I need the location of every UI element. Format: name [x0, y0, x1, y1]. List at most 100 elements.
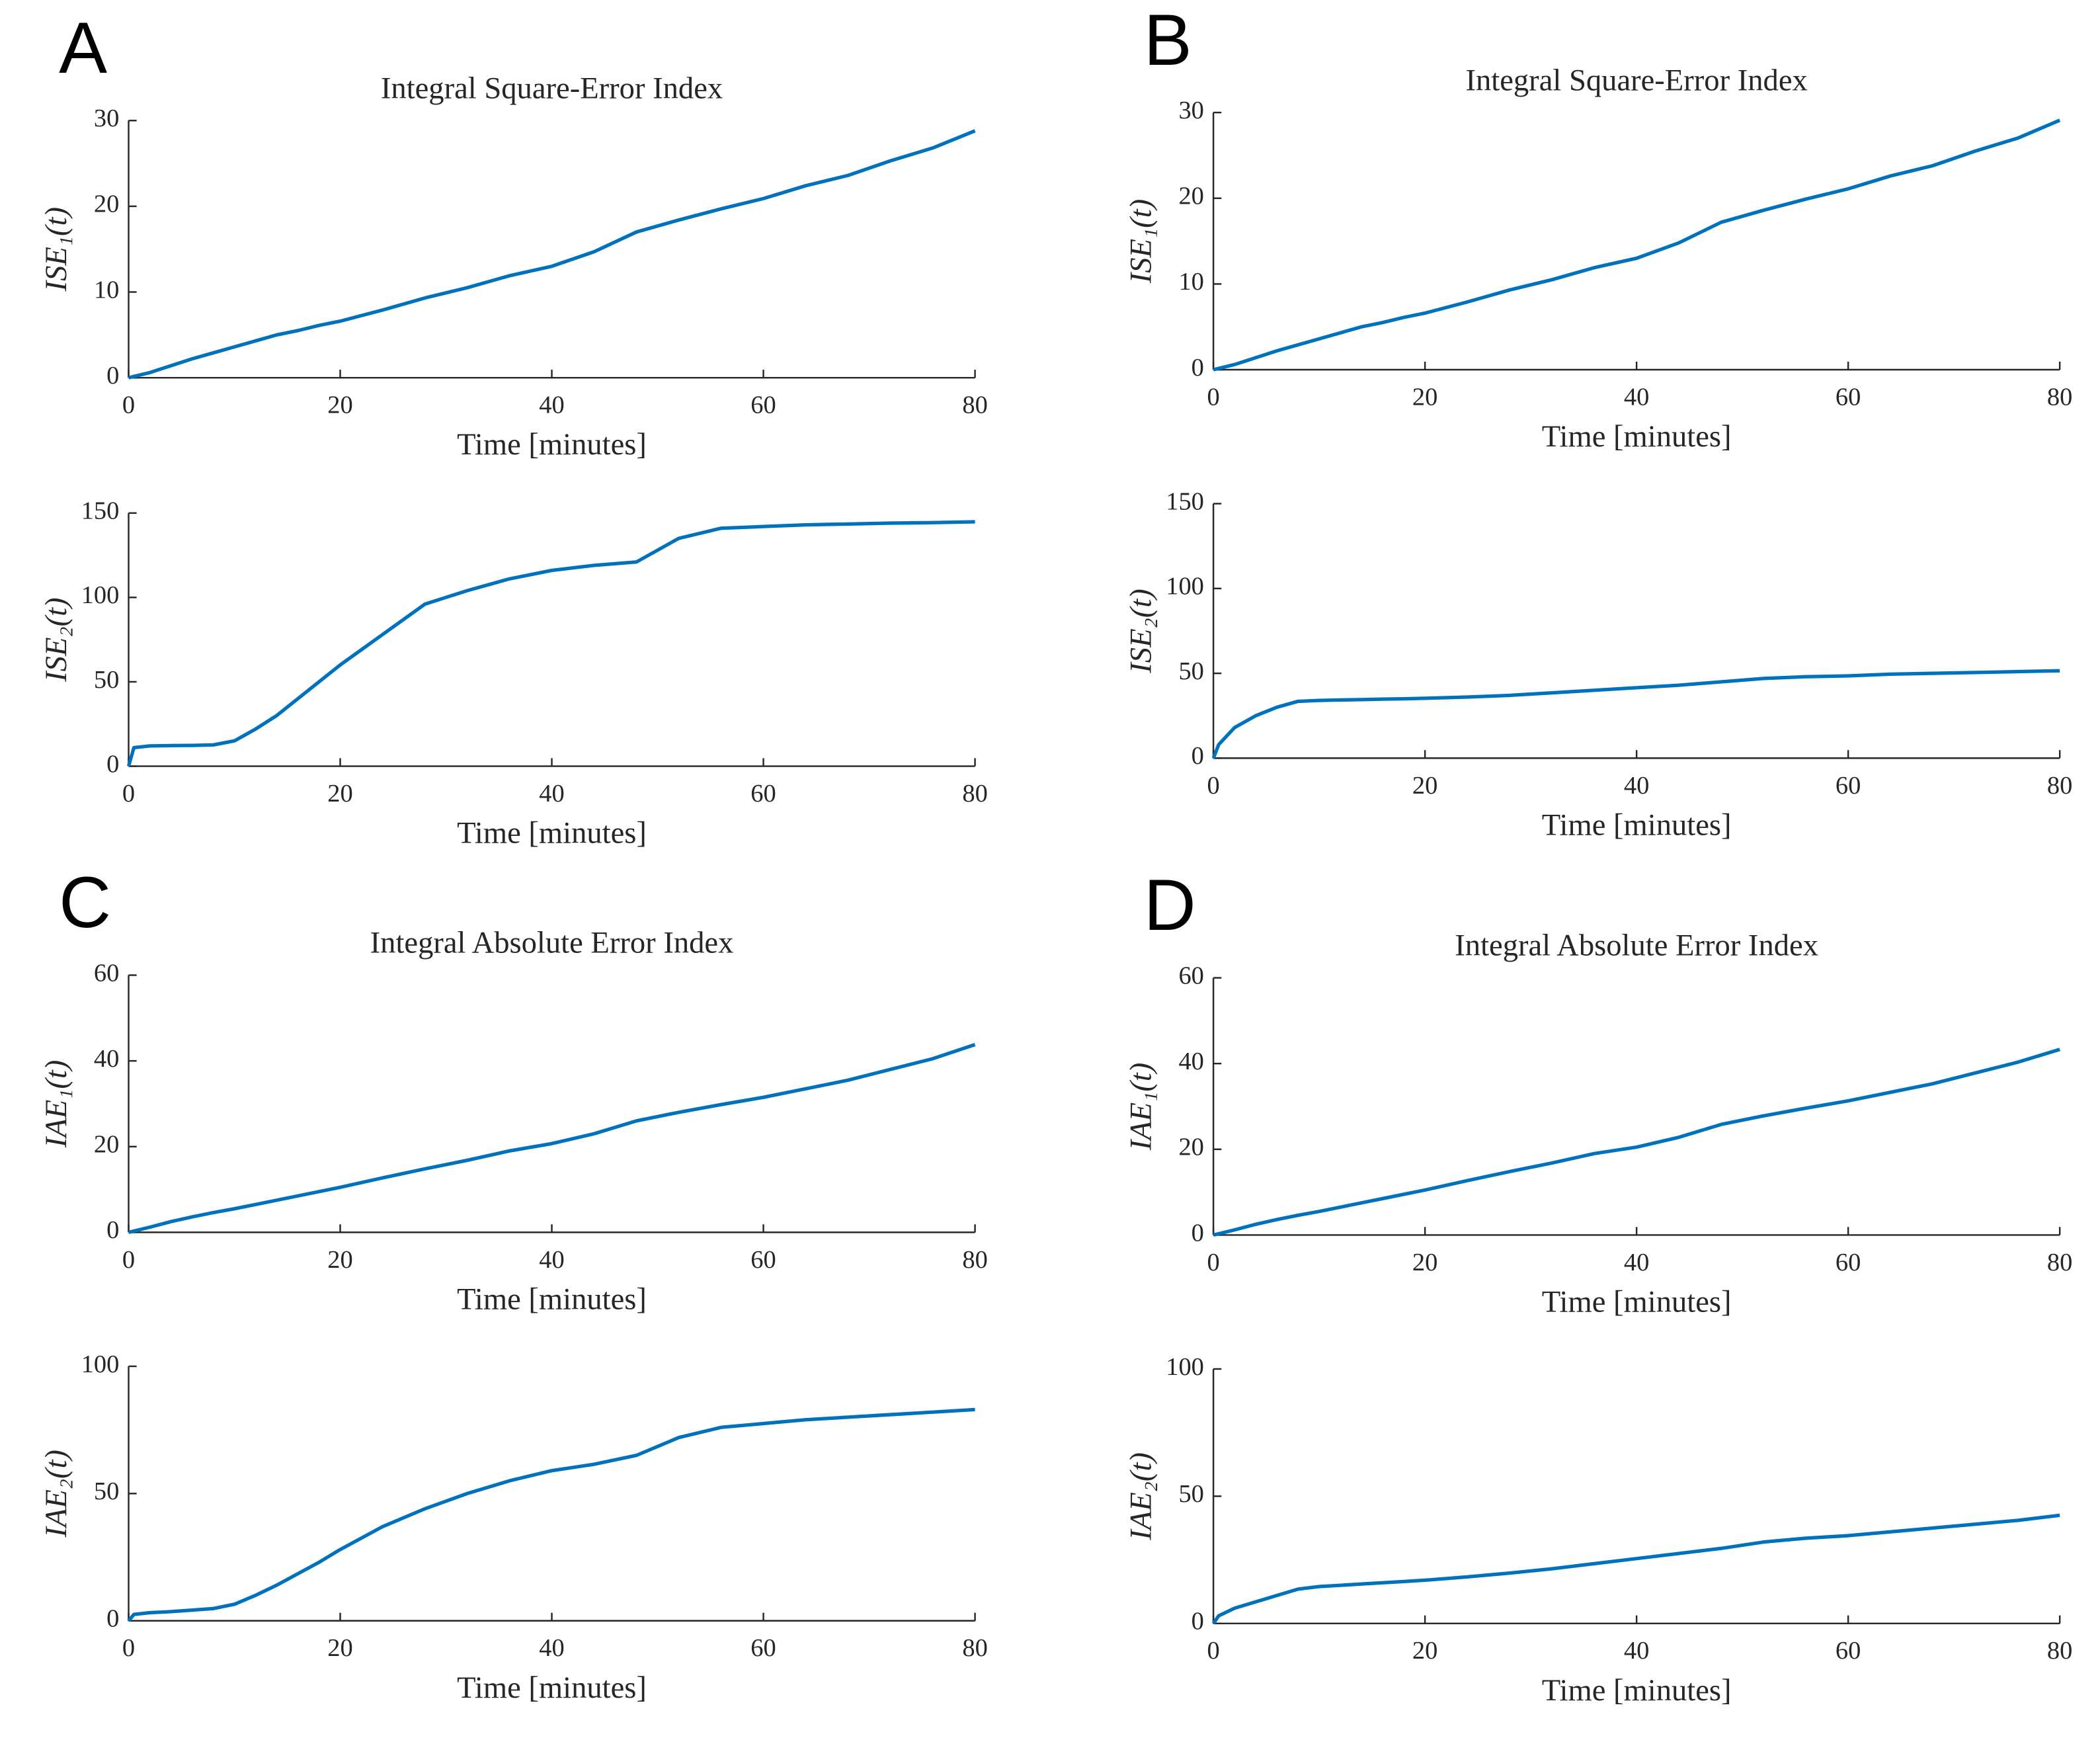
x-tick-label: 60	[750, 1634, 776, 1662]
y-tick-label: 0	[106, 1605, 119, 1633]
x-axis-label: Time [minutes]	[1542, 419, 1732, 454]
x-tick-label: 60	[1836, 772, 1861, 800]
y-tick-label: 150	[81, 497, 120, 525]
x-tick-label: 20	[327, 392, 352, 419]
panel-letter: B	[1144, 0, 1192, 81]
y-tick-label: 20	[94, 1131, 119, 1159]
x-tick-label: 80	[962, 1246, 987, 1274]
x-tick-label: 60	[1836, 383, 1861, 411]
panel-letter: C	[59, 862, 111, 943]
x-tick-label: 40	[539, 1246, 564, 1274]
y-tick-label: 0	[106, 750, 119, 778]
data-line	[128, 1043, 976, 1234]
x-tick-label: 20	[1412, 772, 1437, 800]
y-axis-label: ISE₂(t)	[39, 597, 73, 682]
x-tick-label: 80	[2047, 1249, 2072, 1276]
x-tick-label: 40	[539, 780, 564, 807]
x-tick-label: 0	[122, 780, 135, 807]
x-tick-label: 20	[1412, 383, 1437, 411]
panel-letter: D	[1144, 865, 1196, 946]
data-line	[128, 129, 976, 380]
y-tick-label: 150	[1166, 487, 1204, 515]
x-tick-label: 40	[1624, 1637, 1649, 1665]
x-tick-label: 0	[1207, 1249, 1219, 1276]
y-tick-label: 50	[94, 1477, 119, 1505]
y-tick-label: 50	[94, 666, 119, 694]
y-tick-label: 100	[1166, 1353, 1204, 1381]
y-tick-label: 0	[106, 1216, 119, 1244]
y-tick-label: 30	[1178, 97, 1203, 124]
y-tick-label: 0	[1191, 1219, 1204, 1247]
data-line	[1211, 1513, 2060, 1625]
x-axis-label: Time [minutes]	[1542, 1284, 1732, 1319]
x-tick-label: 60	[750, 780, 776, 807]
y-tick-label: 100	[81, 581, 120, 609]
y-tick-label: 50	[1178, 657, 1203, 685]
x-tick-label: 40	[1624, 383, 1649, 411]
y-tick-label: 20	[94, 190, 119, 218]
x-tick-label: 40	[1624, 772, 1649, 800]
y-tick-label: 0	[106, 362, 119, 390]
y-tick-label: 60	[94, 959, 119, 987]
x-tick-label: 20	[1412, 1637, 1437, 1665]
chart-title: Integral Absolute Error Index	[1455, 929, 1818, 963]
y-tick-label: 20	[1178, 1134, 1203, 1161]
x-tick-label: 0	[122, 392, 135, 419]
x-tick-label: 40	[539, 1634, 564, 1662]
x-tick-label: 20	[327, 1246, 352, 1274]
y-axis-label: IAE₂(t)	[39, 1450, 73, 1538]
x-tick-label: 20	[327, 1634, 352, 1662]
y-tick-label: 0	[1191, 1608, 1204, 1635]
x-axis-label: Time [minutes]	[457, 427, 647, 462]
x-tick-label: 80	[962, 1634, 987, 1662]
y-axis-label: IAE₁(t)	[39, 1060, 73, 1149]
x-tick-label: 0	[122, 1246, 135, 1274]
y-tick-label: 60	[1178, 962, 1203, 989]
data-line	[1213, 118, 2061, 372]
y-tick-label: 0	[1191, 742, 1204, 770]
x-axis-label: Time [minutes]	[457, 1282, 647, 1316]
x-tick-label: 40	[1624, 1249, 1649, 1276]
data-line	[127, 1407, 975, 1622]
data-line	[126, 520, 975, 767]
y-tick-label: 100	[81, 1350, 120, 1378]
chart-title: Integral Absolute Error Index	[370, 926, 734, 960]
x-tick-label: 20	[1412, 1249, 1437, 1276]
x-tick-label: 60	[750, 392, 776, 419]
chart-title: Integral Square-Error Index	[381, 71, 723, 105]
y-axis-label: ISE₁(t)	[39, 207, 73, 292]
x-tick-label: 80	[962, 780, 987, 807]
y-axis-label: ISE₁(t)	[1123, 199, 1158, 284]
y-tick-label: 0	[1191, 354, 1204, 382]
data-line	[1213, 1048, 2060, 1237]
y-tick-label: 20	[1178, 183, 1203, 210]
y-tick-label: 10	[94, 276, 119, 304]
x-tick-label: 20	[327, 780, 352, 807]
x-axis-label: Time [minutes]	[457, 816, 647, 850]
y-tick-label: 100	[1166, 573, 1204, 600]
x-tick-label: 80	[2047, 772, 2072, 800]
y-tick-label: 40	[94, 1045, 119, 1073]
x-tick-label: 40	[539, 392, 564, 419]
y-tick-label: 50	[1178, 1480, 1203, 1508]
x-axis-label: Time [minutes]	[1542, 1673, 1732, 1708]
x-tick-label: 80	[962, 392, 987, 419]
x-tick-label: 0	[1207, 383, 1219, 411]
y-tick-label: 30	[94, 104, 119, 132]
y-tick-label: 10	[1178, 268, 1203, 296]
x-tick-label: 0	[1207, 1637, 1219, 1665]
y-axis-label: IAE₂(t)	[1123, 1452, 1158, 1541]
x-tick-label: 80	[2047, 383, 2072, 411]
x-axis-label: Time [minutes]	[1542, 807, 1732, 842]
x-axis-label: Time [minutes]	[457, 1671, 647, 1705]
x-tick-label: 0	[1207, 772, 1219, 800]
y-axis-label: IAE₁(t)	[1123, 1063, 1158, 1151]
x-tick-label: 60	[750, 1246, 776, 1274]
chart-title: Integral Square-Error Index	[1465, 63, 1807, 97]
x-tick-label: 60	[1836, 1637, 1861, 1665]
panel-letter: A	[59, 8, 107, 89]
x-tick-label: 80	[2047, 1637, 2072, 1665]
y-tick-label: 40	[1178, 1048, 1203, 1075]
